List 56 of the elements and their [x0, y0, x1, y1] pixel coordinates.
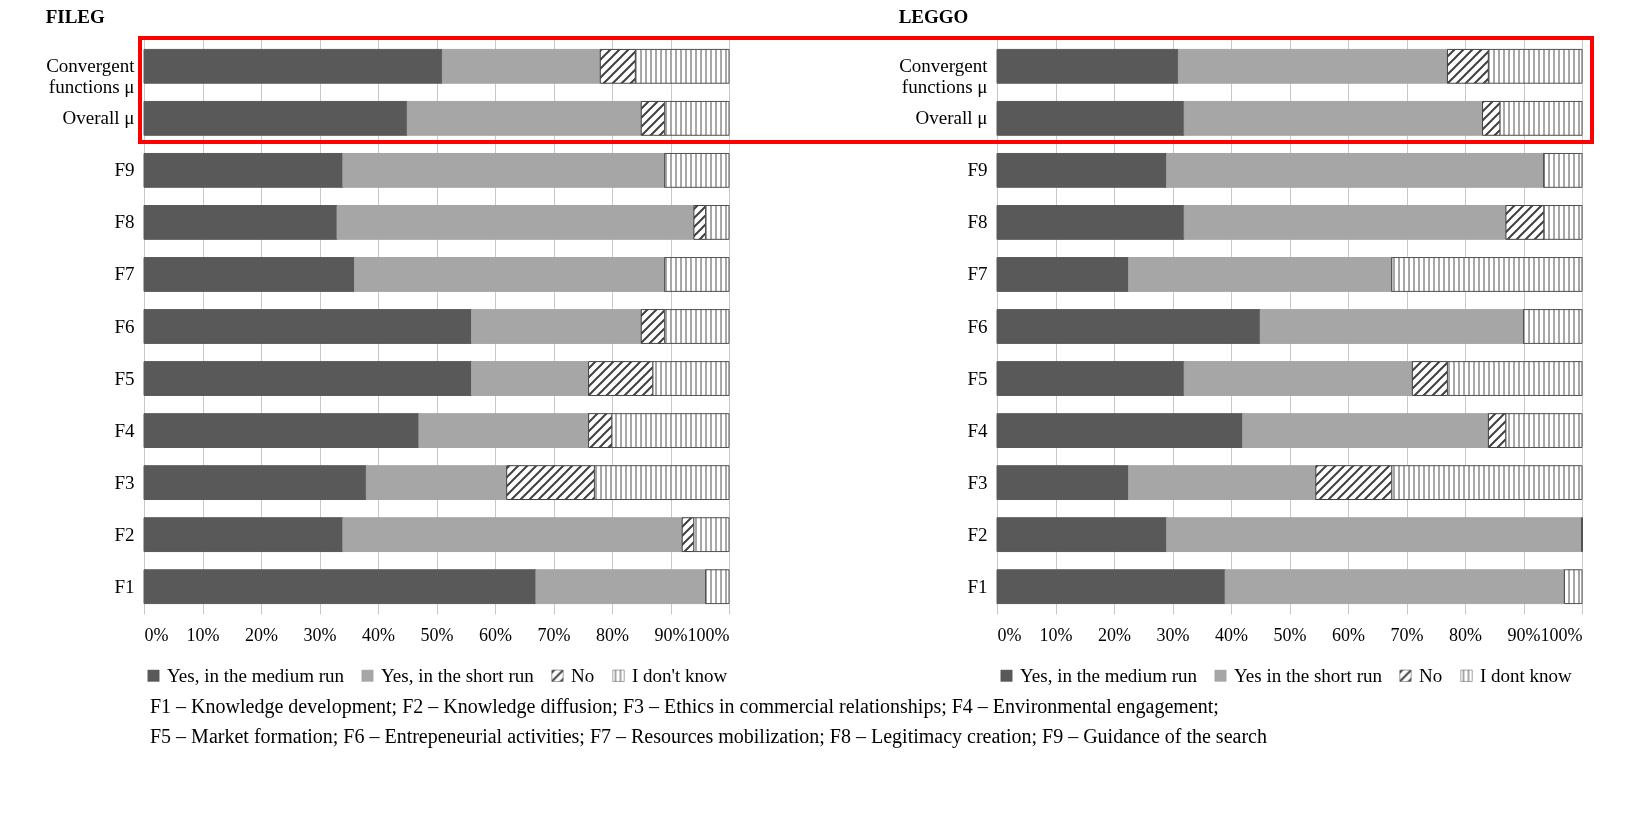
y-tick-label: F9 — [114, 159, 135, 181]
x-tick-label: 20% — [245, 624, 278, 645]
legend-label: No — [1419, 664, 1443, 686]
x-tick-label: 10% — [186, 624, 220, 645]
chart-title: FILEG — [45, 6, 106, 27]
y-tick-label: F3 — [114, 471, 135, 493]
y-tick-label: F6 — [114, 315, 135, 337]
y-tick-label: F7 — [114, 263, 135, 285]
y-tick-label: F5 — [114, 367, 135, 389]
y-tick-label: F6 — [967, 315, 988, 337]
x-tick-label: 80% — [1449, 624, 1482, 645]
y-tick-label: F1 — [967, 575, 988, 597]
x-tick-label: 40% — [362, 624, 395, 645]
y-tick-label: F2 — [114, 523, 135, 545]
y-tick-label: F1 — [114, 575, 135, 597]
x-tick-label: 10% — [1039, 624, 1073, 645]
x-tick-label: 70% — [537, 624, 571, 645]
x-tick-label: 30% — [1156, 624, 1190, 645]
y-tick-label: F3 — [967, 471, 988, 493]
x-tick-label: 20% — [1098, 624, 1131, 645]
x-tick-label: 40% — [1215, 624, 1248, 645]
y-tick-label: F8 — [967, 211, 988, 233]
text: F5 – Market formation; F6 – Entrepeneurial activities; F7 – Resources mobilization; F8 – Legitimacy creation; F9 – Guidance of the search — [150, 724, 1268, 750]
y-tick-label: Overall μ — [62, 107, 135, 129]
y-tick-label: F2 — [967, 523, 988, 545]
y-tick-label: F8 — [114, 211, 135, 233]
y-tick-label: F7 — [967, 263, 988, 285]
y-tick-label: Convergent functions μ — [46, 55, 136, 98]
chart-title: LEGGO — [898, 6, 969, 27]
x-tick-label: 0% — [144, 624, 169, 645]
x-tick-label: 100% — [687, 624, 730, 645]
x-tick-label: 30% — [303, 624, 337, 645]
y-tick-label: F5 — [967, 367, 988, 389]
x-tick-label: 50% — [420, 624, 454, 645]
y-tick-label: F4 — [967, 419, 988, 441]
legend-label: Yes, in the short run — [381, 664, 535, 686]
x-tick-label: 80% — [596, 624, 629, 645]
x-tick-label: 100% — [1540, 624, 1583, 645]
x-tick-label: 60% — [479, 624, 512, 645]
legend-label: No — [571, 664, 595, 686]
x-tick-label: 60% — [1332, 624, 1365, 645]
y-tick-label: F4 — [114, 419, 135, 441]
x-tick-label: 90% — [654, 624, 688, 645]
x-tick-label: 0% — [997, 624, 1022, 645]
y-tick-label: Overall μ — [915, 107, 988, 129]
legend-label: I dont know — [1480, 664, 1573, 686]
x-tick-label: 50% — [1273, 624, 1307, 645]
y-tick-label: Convergent functions μ — [899, 55, 989, 98]
legend-label: Yes, in the medium run — [167, 664, 345, 686]
x-tick-label: 90% — [1507, 624, 1541, 645]
y-tick-label: F9 — [967, 159, 988, 181]
legend-label: I don't know — [632, 664, 728, 686]
x-tick-label: 70% — [1390, 624, 1424, 645]
legend-label: Yes in the short run — [1234, 664, 1383, 686]
legend-label: Yes, in the medium run — [1020, 664, 1198, 686]
text: F1 – Knowledge development; F2 – Knowledge diffusion; F3 – Ethics in commercial relationships; F4 – Environmental engagement; — [150, 694, 1220, 720]
